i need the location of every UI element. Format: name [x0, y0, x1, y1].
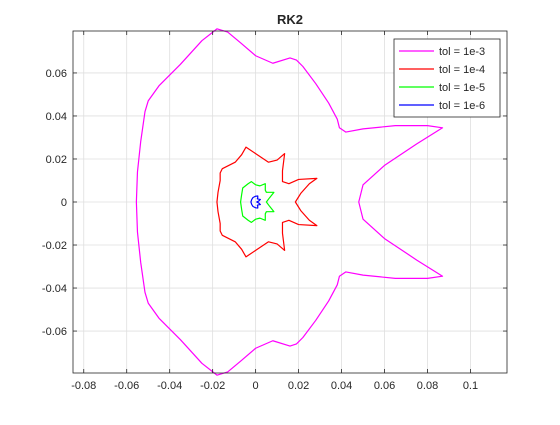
legend-label-0: tol = 1e-3: [439, 46, 485, 58]
chart-title: RK2: [277, 12, 303, 27]
x-tick-label: -0.04: [157, 380, 182, 392]
legend-label-1: tol = 1e-4: [439, 64, 485, 76]
y-tick-label: -0.06: [42, 326, 67, 338]
x-tick-label: 0.04: [331, 380, 352, 392]
x-tick-label: 0.1: [463, 380, 478, 392]
series-line-3: [250, 195, 261, 209]
y-tick-label: 0.04: [46, 111, 67, 123]
x-tick-label: -0.08: [71, 380, 96, 392]
series-line-0: [135, 28, 444, 376]
y-tick-label: 0.06: [46, 68, 67, 80]
legend-box: [393, 38, 501, 118]
y-tick-label: 0: [61, 197, 67, 209]
legend-label-3: tol = 1e-6: [439, 100, 485, 112]
y-tick-label: 0.02: [46, 154, 67, 166]
x-tick-label: 0: [253, 380, 259, 392]
x-tick-label: 0.06: [374, 380, 395, 392]
x-tick-label: -0.06: [114, 380, 139, 392]
series-line-1: [216, 146, 318, 258]
series-line-2: [239, 180, 275, 224]
x-tick-label: -0.02: [200, 380, 225, 392]
y-tick-label: -0.02: [42, 240, 67, 252]
x-tick-label: 0.02: [288, 380, 309, 392]
y-tick-label: -0.04: [42, 283, 67, 295]
legend-label-2: tol = 1e-5: [439, 82, 485, 94]
x-tick-label: 0.08: [417, 380, 438, 392]
